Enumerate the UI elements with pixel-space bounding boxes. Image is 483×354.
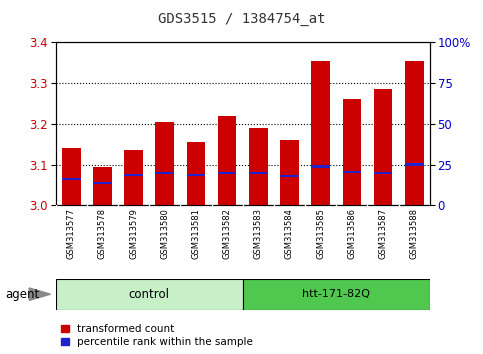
Bar (62, 178, 81, 180)
Legend: transformed count, percentile rank within the sample: transformed count, percentile rank withi… (61, 324, 253, 347)
Text: GSM313580: GSM313580 (160, 208, 169, 259)
Text: control: control (128, 288, 170, 301)
Bar (93, 182, 112, 184)
Text: GDS3515 / 1384754_at: GDS3515 / 1384754_at (158, 12, 325, 27)
Text: htt-171-82Q: htt-171-82Q (302, 289, 370, 299)
Bar (186, 142, 205, 205)
Bar (56, 279, 242, 310)
Bar (374, 172, 392, 174)
Text: GSM313586: GSM313586 (347, 208, 356, 259)
Bar (242, 279, 430, 310)
Bar (342, 99, 361, 205)
Bar (156, 122, 174, 205)
Text: GSM313588: GSM313588 (410, 208, 419, 259)
Text: GSM313582: GSM313582 (223, 208, 232, 259)
Text: GSM313578: GSM313578 (98, 208, 107, 259)
Bar (62, 148, 81, 205)
Text: GSM313584: GSM313584 (285, 208, 294, 259)
Polygon shape (29, 288, 51, 300)
Bar (249, 128, 268, 205)
Bar (312, 165, 330, 168)
Text: GSM313585: GSM313585 (316, 208, 325, 259)
Bar (342, 171, 361, 173)
Bar (405, 61, 424, 205)
Bar (374, 89, 392, 205)
Text: agent: agent (5, 288, 39, 301)
Bar (218, 172, 237, 174)
Bar (280, 140, 299, 205)
Text: GSM313587: GSM313587 (379, 208, 387, 259)
Text: GSM313583: GSM313583 (254, 208, 263, 259)
Text: GSM313577: GSM313577 (67, 208, 76, 259)
Bar (156, 172, 174, 174)
Bar (124, 173, 143, 176)
Bar (186, 173, 205, 176)
Text: GSM313581: GSM313581 (191, 208, 200, 259)
Bar (312, 61, 330, 205)
Bar (280, 175, 299, 177)
Bar (124, 150, 143, 205)
Bar (218, 116, 237, 205)
Bar (93, 167, 112, 205)
Bar (405, 164, 424, 166)
Bar (249, 172, 268, 174)
Text: GSM313579: GSM313579 (129, 208, 138, 259)
